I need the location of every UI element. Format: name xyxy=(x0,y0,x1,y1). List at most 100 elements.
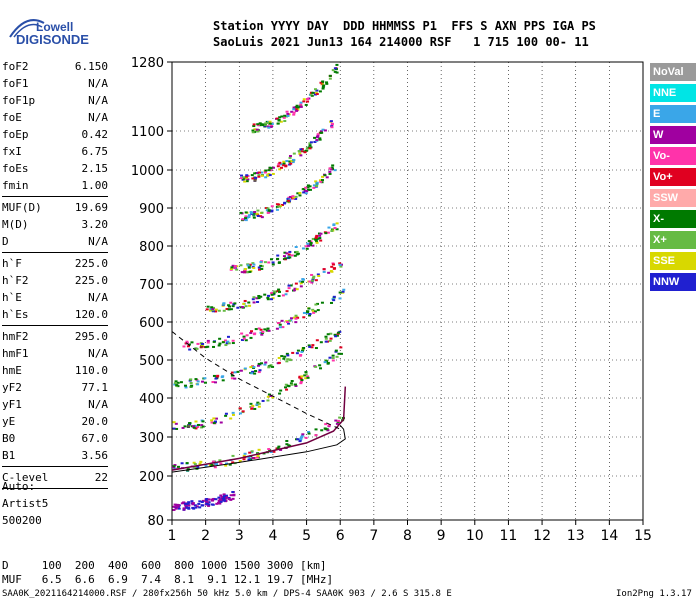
param-name: foF2 xyxy=(2,60,29,73)
echo-point xyxy=(206,339,210,342)
y-tick-label: 300 xyxy=(139,431,164,446)
echo-point xyxy=(319,81,323,84)
echo-point xyxy=(241,410,245,413)
echo-point xyxy=(257,362,261,365)
echo-point xyxy=(331,164,335,167)
echo-point xyxy=(221,341,225,344)
echo-point xyxy=(220,496,224,499)
param-separator xyxy=(2,466,108,467)
echo-point xyxy=(210,306,214,309)
profile-curve xyxy=(171,424,346,473)
echo-point xyxy=(310,279,314,282)
echo-point xyxy=(276,254,280,257)
echo-point xyxy=(273,290,277,293)
echo-point xyxy=(286,114,290,117)
echo-point xyxy=(212,422,216,425)
echo-point xyxy=(338,291,342,294)
echo-point xyxy=(196,380,200,383)
echo-point xyxy=(301,280,305,283)
echo-point xyxy=(174,422,178,425)
echo-point xyxy=(253,332,257,335)
echo-point xyxy=(207,504,211,507)
echo-point xyxy=(307,432,311,435)
echo-point xyxy=(211,499,215,502)
echo-point xyxy=(302,100,306,103)
echo-point xyxy=(212,374,216,377)
echo-point xyxy=(206,305,210,308)
param-value: 225.0 xyxy=(74,257,108,270)
echo-point xyxy=(252,125,256,128)
echo-point xyxy=(287,253,291,256)
echo-point xyxy=(280,355,284,358)
echo-point xyxy=(319,367,323,370)
echo-point xyxy=(275,327,279,330)
echo-point xyxy=(175,505,179,508)
param-value: 20.0 xyxy=(81,415,109,428)
echo-point xyxy=(306,188,310,191)
echo-point xyxy=(256,301,260,304)
echo-point xyxy=(292,152,296,155)
echo-point xyxy=(239,264,243,267)
echo-point xyxy=(306,375,310,378)
echo-point xyxy=(218,337,222,340)
echo-point xyxy=(279,205,283,208)
echo-point xyxy=(324,423,328,426)
muf-row: MUF 6.5 6.6 6.9 7.4 8.1 9.1 12.1 19.7 [M… xyxy=(2,573,334,586)
param-value: N/A xyxy=(88,347,108,360)
echo-point xyxy=(240,174,244,177)
echo-point xyxy=(266,298,270,301)
echo-point xyxy=(270,298,274,301)
echo-point xyxy=(252,301,256,304)
echo-point xyxy=(338,416,342,419)
echo-point xyxy=(182,345,186,348)
echo-point xyxy=(260,171,264,174)
param-name: fxI xyxy=(2,145,22,158)
param-name: h`F2 xyxy=(2,274,29,287)
echo-point xyxy=(304,436,308,439)
echo-point xyxy=(233,302,237,305)
echo-point xyxy=(270,210,274,213)
echo-point xyxy=(299,285,303,288)
echo-point xyxy=(269,125,273,128)
echo-point xyxy=(172,508,176,511)
echo-point xyxy=(299,148,303,151)
echo-point xyxy=(213,420,217,423)
echo-point xyxy=(337,352,341,355)
echo-point xyxy=(308,345,312,348)
echo-point xyxy=(268,120,272,123)
echo-point xyxy=(296,106,300,109)
echo-point xyxy=(197,502,201,505)
echo-point xyxy=(283,120,287,123)
echo-point xyxy=(222,499,226,502)
echo-point xyxy=(338,297,342,300)
echo-point xyxy=(288,160,292,163)
echo-point xyxy=(313,140,317,143)
echo-point xyxy=(323,361,327,364)
echo-point xyxy=(304,103,308,106)
echo-point xyxy=(222,302,226,305)
echo-point xyxy=(229,308,233,311)
echo-point xyxy=(321,87,325,90)
echo-point xyxy=(288,195,292,198)
echo-point xyxy=(290,254,294,257)
echo-point xyxy=(323,174,327,177)
echo-point xyxy=(192,461,196,464)
echo-point xyxy=(209,307,213,310)
echo-point xyxy=(290,383,294,386)
echo-point xyxy=(314,347,318,350)
echo-point xyxy=(338,263,342,266)
echo-point xyxy=(243,268,247,271)
echo-point xyxy=(287,255,291,258)
echo-point xyxy=(335,422,339,425)
y-tick-label: 600 xyxy=(139,316,164,331)
echo-point xyxy=(326,231,330,234)
echo-point xyxy=(204,346,208,349)
echo-point xyxy=(315,238,319,241)
echo-point xyxy=(173,503,177,506)
echo-point xyxy=(285,160,289,163)
echo-point xyxy=(281,294,285,297)
echo-point xyxy=(256,171,260,174)
echo-point xyxy=(185,502,189,505)
echo-point xyxy=(255,456,259,459)
param-value: N/A xyxy=(88,291,108,304)
